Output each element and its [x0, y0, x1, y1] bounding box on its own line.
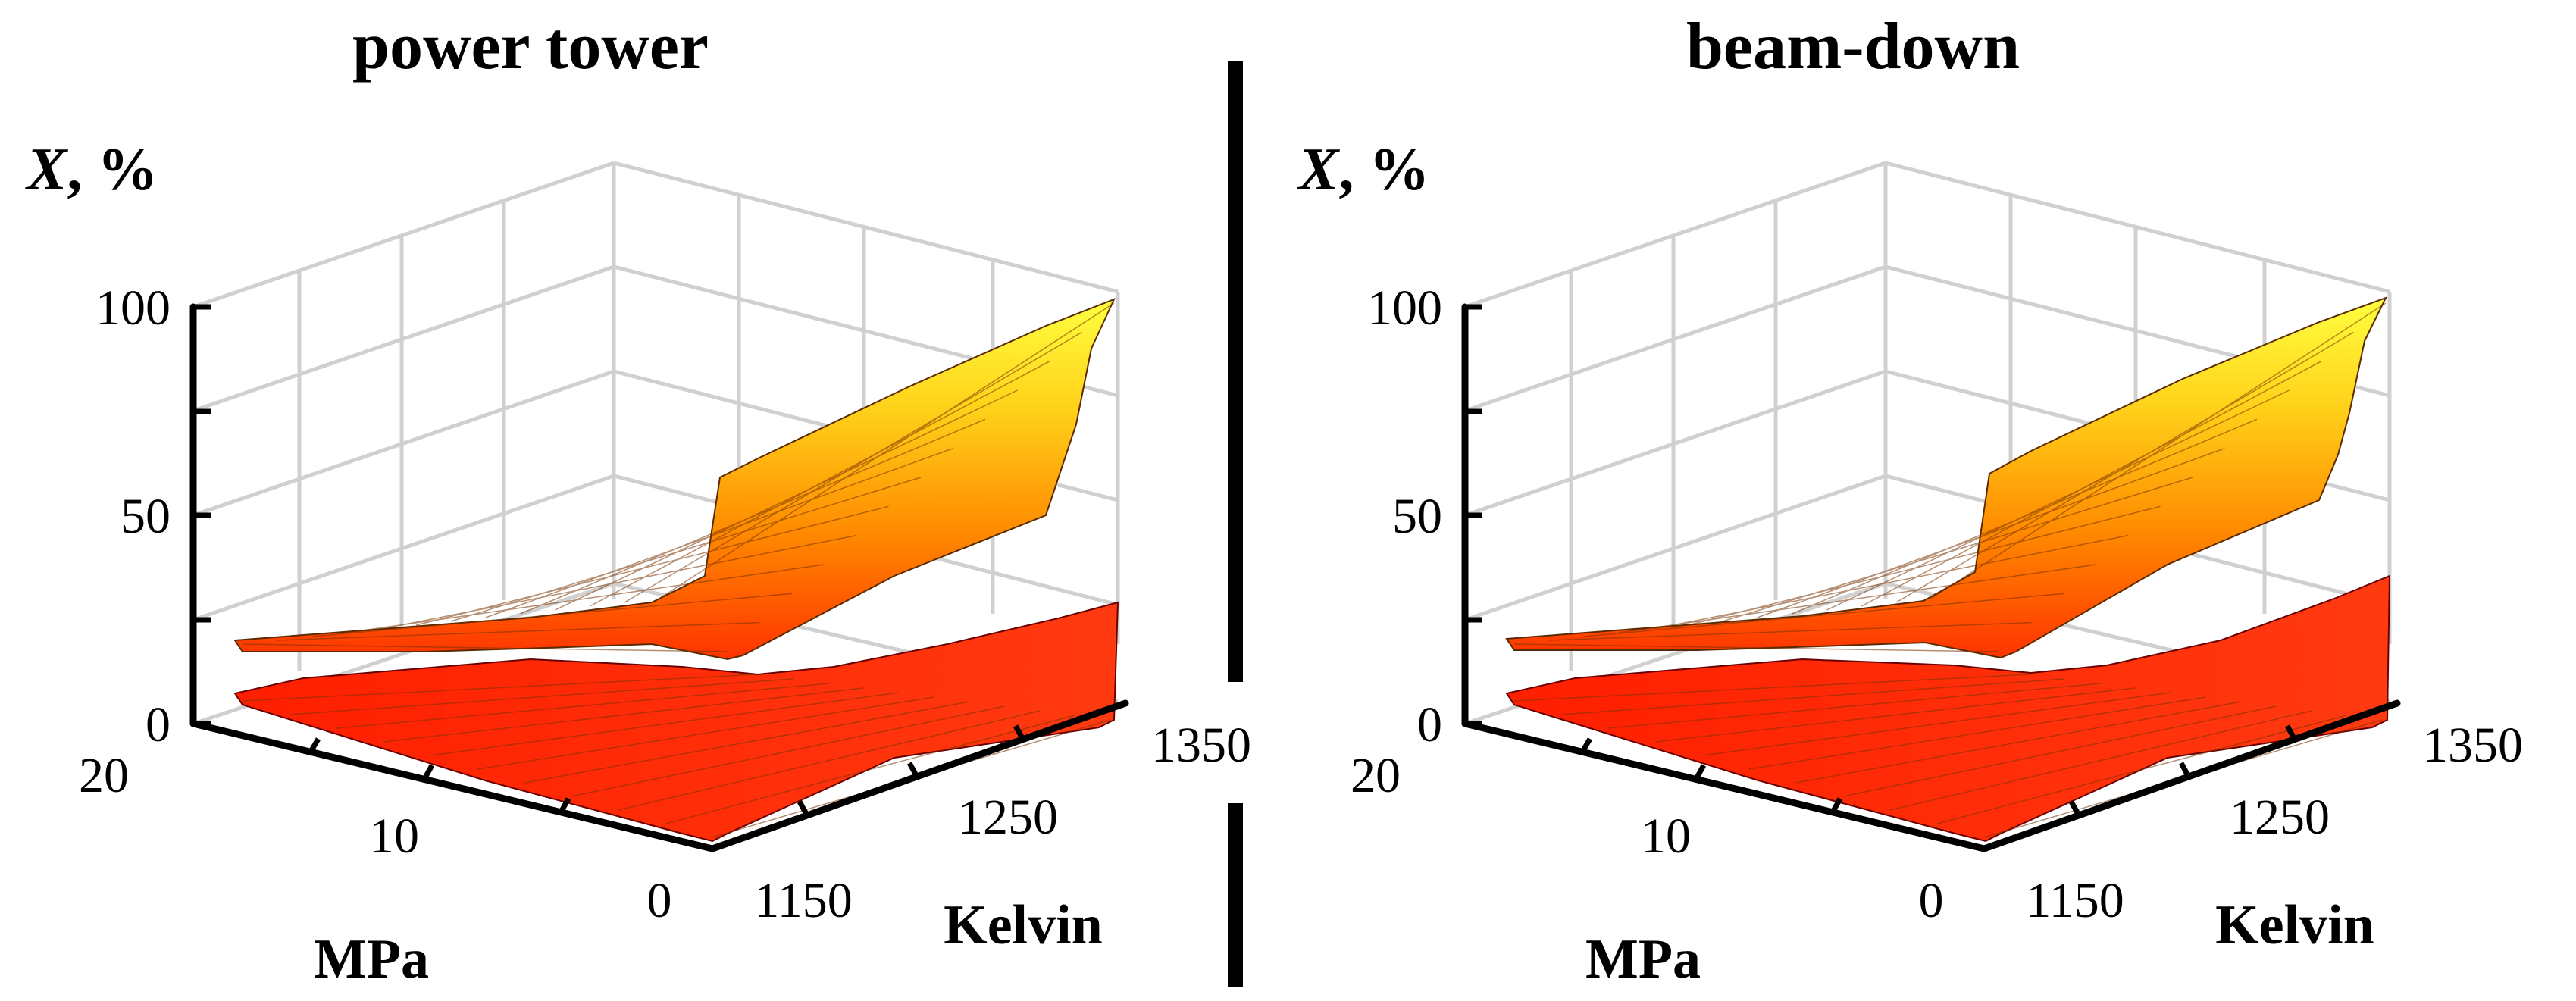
mesh-line [1701, 692, 2171, 756]
mesh-line [659, 302, 1115, 599]
axis-ticks [1465, 304, 2298, 817]
z-tick-100: 100 [95, 280, 171, 336]
mesh-line [1795, 701, 2242, 784]
mesh-line [1653, 534, 2129, 630]
p-axis-label: MPa [314, 928, 429, 990]
axis-ticks [193, 304, 1026, 817]
t-tick-1350: 1350 [2423, 718, 2523, 773]
t-tick-1150: 1150 [2026, 873, 2124, 928]
mesh-line [1618, 564, 2096, 633]
t-axis-label: Kelvin [944, 894, 1103, 956]
chart-panel-power-tower: power tower X, % 100 50 0 20 10 0 1150 1… [24, 10, 1251, 990]
mesh-line [450, 477, 922, 622]
mesh-line [336, 683, 829, 729]
mesh-line [1548, 621, 2032, 641]
mesh-line [430, 692, 900, 756]
z-tick-50: 50 [121, 489, 171, 544]
z-axis-unit: , % [1338, 136, 1429, 203]
chart-panel-beam-down: beam-down X, % 100 50 0 20 10 0 1150 125… [1296, 10, 2523, 990]
t-tick-1350: 1350 [1151, 718, 1251, 773]
mesh-line [242, 643, 728, 652]
mesh-line [524, 701, 970, 784]
mesh-line [1654, 687, 2136, 743]
mesh-line [277, 621, 760, 641]
mesh-line [311, 593, 793, 637]
mesh-line [1757, 447, 2225, 618]
mesh-line [1513, 643, 2000, 652]
mesh-line [289, 678, 793, 715]
t-tick-1150: 1150 [754, 873, 853, 928]
mesh-line [485, 447, 953, 618]
surface-mesh [1513, 302, 2387, 838]
mesh-line [618, 710, 1041, 811]
p-tick-0: 0 [1919, 873, 1944, 928]
z-tick-50: 50 [1392, 489, 1442, 544]
z-axis-variable: X [1296, 136, 1340, 203]
mesh-line [1583, 593, 2064, 637]
chart-title: beam-down [1686, 10, 2020, 83]
mesh-line [1748, 696, 2206, 770]
z-tick-100: 100 [1367, 280, 1442, 336]
mesh-line [555, 389, 1018, 611]
mesh-line [1842, 705, 2277, 797]
t-tick-1250: 1250 [958, 790, 1058, 845]
mesh-line [665, 715, 1075, 824]
mesh-line [346, 564, 825, 633]
z-axis-label: X, % [24, 136, 158, 203]
mesh-line [1826, 389, 2290, 611]
p-tick-20: 20 [1351, 748, 1401, 803]
surface-mesh [242, 302, 1115, 838]
mesh-line [242, 674, 759, 702]
p-tick-10: 10 [369, 809, 419, 864]
mesh-line [477, 696, 934, 770]
mesh-line [1889, 710, 2312, 811]
mesh-line [381, 534, 857, 630]
mesh-line [1895, 331, 2354, 603]
mesh-line [1560, 678, 2065, 715]
surface-upper [233, 298, 1116, 661]
mesh-line [1722, 477, 2193, 622]
mesh-line [383, 687, 864, 743]
surface-lower [233, 601, 1119, 843]
z-axis-unit: , % [67, 136, 158, 203]
p-tick-20: 20 [79, 748, 129, 803]
mesh-line [415, 505, 889, 626]
surface-upper [1505, 296, 2387, 659]
chart-title: power tower [352, 10, 709, 83]
p-tick-10: 10 [1641, 809, 1691, 864]
z-axis-label: X, % [1296, 136, 1429, 203]
mesh-line [571, 705, 1005, 797]
z-tick-0: 0 [1417, 697, 1442, 752]
mesh-line [1687, 505, 2161, 626]
mesh-line [1513, 674, 2030, 702]
t-axis-label: Kelvin [2215, 894, 2374, 956]
z-axis-variable: X [24, 136, 68, 203]
mesh-line [589, 361, 1050, 607]
mesh-line [1930, 302, 2387, 599]
mesh-line [624, 331, 1082, 603]
t-tick-1250: 1250 [2230, 790, 2330, 845]
z-tick-0: 0 [146, 697, 171, 752]
mesh-line [1861, 361, 2322, 607]
p-tick-0: 0 [647, 873, 672, 928]
p-axis-label: MPa [1585, 928, 1701, 990]
mesh-line [1936, 715, 2347, 824]
mesh-line [1607, 683, 2101, 729]
